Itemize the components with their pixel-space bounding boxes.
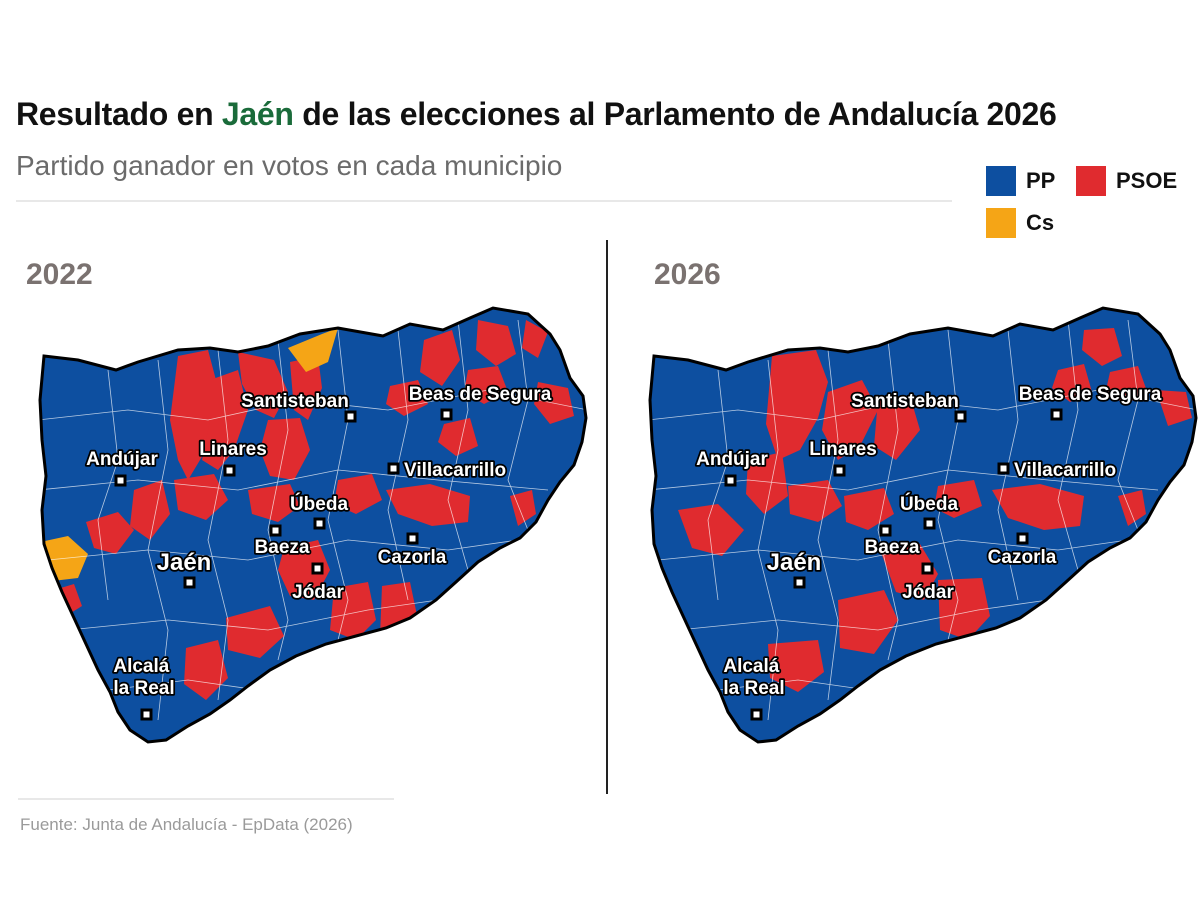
city-marker <box>223 464 236 477</box>
city-ubeda: Úbeda <box>288 491 350 530</box>
cities-2026: Santisteban Beas de Segura Andújar Linar… <box>694 382 1163 721</box>
chart-subtitle: Partido ganador en votos en cada municip… <box>16 150 563 181</box>
city-marker <box>269 524 282 537</box>
city-marker <box>140 708 153 721</box>
city-label-line-2: la Real <box>113 678 174 699</box>
chart-title: Resultado en Jaén de las elecciones al P… <box>16 96 1057 133</box>
city-label: Jaén <box>767 549 822 576</box>
source-note: Fuente: Junta de Andalucía - EpData (202… <box>20 815 353 834</box>
city-label: Cazorla <box>988 547 1057 568</box>
city-marker <box>954 410 967 423</box>
city-cazorla: Cazorla <box>376 532 448 570</box>
city-marker <box>750 708 763 721</box>
map-label-2026: 2026 <box>654 258 721 291</box>
city-marker <box>921 562 934 575</box>
legend: PP PSOE Cs <box>986 164 1196 244</box>
city-label: Jódar <box>902 582 954 603</box>
city-marker <box>793 576 806 589</box>
city-cazorla: Cazorla <box>986 532 1058 570</box>
city-marker <box>833 464 846 477</box>
city-label: Santisteban <box>241 391 349 412</box>
city-label: Úbeda <box>900 493 959 515</box>
city-jodar: Jódar <box>290 562 346 605</box>
city-andujar: Andújar <box>694 447 770 487</box>
city-baeza: Baeza <box>863 524 922 560</box>
city-marker <box>440 408 453 421</box>
legend-item-cs: Cs <box>986 208 1054 238</box>
city-label: Alcalá la Real <box>723 656 784 699</box>
city-label-line-1: Alcalá <box>113 656 169 677</box>
city-label: Linares <box>199 439 267 460</box>
province-outline-2026 <box>648 306 1198 744</box>
legend-item-psoe: PSOE <box>1076 166 1177 196</box>
psoe-regions-2026 <box>678 328 1192 692</box>
city-marker <box>313 517 326 530</box>
cities-2022: Santisteban Beas de Segura Andújar Linar… <box>84 382 553 721</box>
map-label-2022: 2022 <box>26 258 93 291</box>
city-label: Andújar <box>86 449 158 470</box>
city-label: Linares <box>809 439 877 460</box>
city-jaen: Jaén <box>765 547 823 589</box>
city-beas-de-segura: Beas de Segura <box>1017 382 1163 421</box>
title-suffix: de las elecciones al Parlamento de Andal… <box>293 96 1057 132</box>
city-marker <box>879 524 892 537</box>
city-label: Jaén <box>157 549 212 576</box>
city-marker <box>344 410 357 423</box>
city-label: Úbeda <box>290 493 349 515</box>
legend-label-psoe: PSOE <box>1116 168 1178 193</box>
city-label: Cazorla <box>378 547 447 568</box>
header-rule <box>16 200 952 202</box>
city-linares: Linares <box>807 437 879 477</box>
legend-swatch-pp <box>986 166 1016 196</box>
city-label: Santisteban <box>851 391 959 412</box>
map-2022: Santisteban Beas de Segura Andújar Linar… <box>38 306 588 744</box>
city-alcala-la-real: Alcalá la Real <box>722 654 786 721</box>
city-label: Beas de Segura <box>409 384 552 405</box>
city-andujar: Andújar <box>84 447 160 487</box>
city-marker <box>406 532 419 545</box>
city-label: Andújar <box>696 449 768 470</box>
legend-item-pp: PP <box>986 166 1055 196</box>
legend-label-cs: Cs <box>1026 210 1055 235</box>
city-marker <box>311 562 324 575</box>
city-label: Alcalá la Real <box>113 656 174 699</box>
city-marker <box>114 474 127 487</box>
legend-swatch-cs <box>986 208 1016 238</box>
city-beas-de-segura: Beas de Segura <box>407 382 553 421</box>
panel-divider <box>606 240 608 794</box>
legend-label-pp: PP <box>1026 168 1056 193</box>
city-label: Jódar <box>292 582 344 603</box>
city-jodar: Jódar <box>900 562 956 605</box>
city-alcala-la-real: Alcalá la Real <box>112 654 176 721</box>
city-marker <box>387 462 400 475</box>
city-linares: Linares <box>197 437 269 477</box>
city-marker <box>183 576 196 589</box>
city-label-line-1: Alcalá <box>723 656 779 677</box>
city-label: Baeza <box>255 537 310 558</box>
title-highlight: Jaén <box>221 96 294 132</box>
legend-swatch-psoe <box>1076 166 1106 196</box>
city-label-line-2: la Real <box>723 678 784 699</box>
city-jaen: Jaén <box>155 547 213 589</box>
city-label: Villacarrillo <box>404 460 506 481</box>
title-prefix: Resultado en <box>16 96 222 132</box>
city-santisteban: Santisteban <box>849 389 967 423</box>
city-label: Beas de Segura <box>1019 384 1162 405</box>
city-marker <box>1050 408 1063 421</box>
city-villacarrillo: Villacarrillo <box>387 458 508 483</box>
city-marker <box>1016 532 1029 545</box>
city-baeza: Baeza <box>253 524 312 560</box>
province-outline-2022 <box>38 306 588 744</box>
city-label: Villacarrillo <box>1014 460 1116 481</box>
city-marker <box>923 517 936 530</box>
footer-rule <box>18 798 394 800</box>
map-2026: Santisteban Beas de Segura Andújar Linar… <box>648 306 1198 744</box>
city-ubeda: Úbeda <box>898 491 960 530</box>
city-villacarrillo: Villacarrillo <box>997 458 1118 483</box>
city-marker <box>997 462 1010 475</box>
city-label: Baeza <box>865 537 920 558</box>
city-santisteban: Santisteban <box>239 389 357 423</box>
city-marker <box>724 474 737 487</box>
